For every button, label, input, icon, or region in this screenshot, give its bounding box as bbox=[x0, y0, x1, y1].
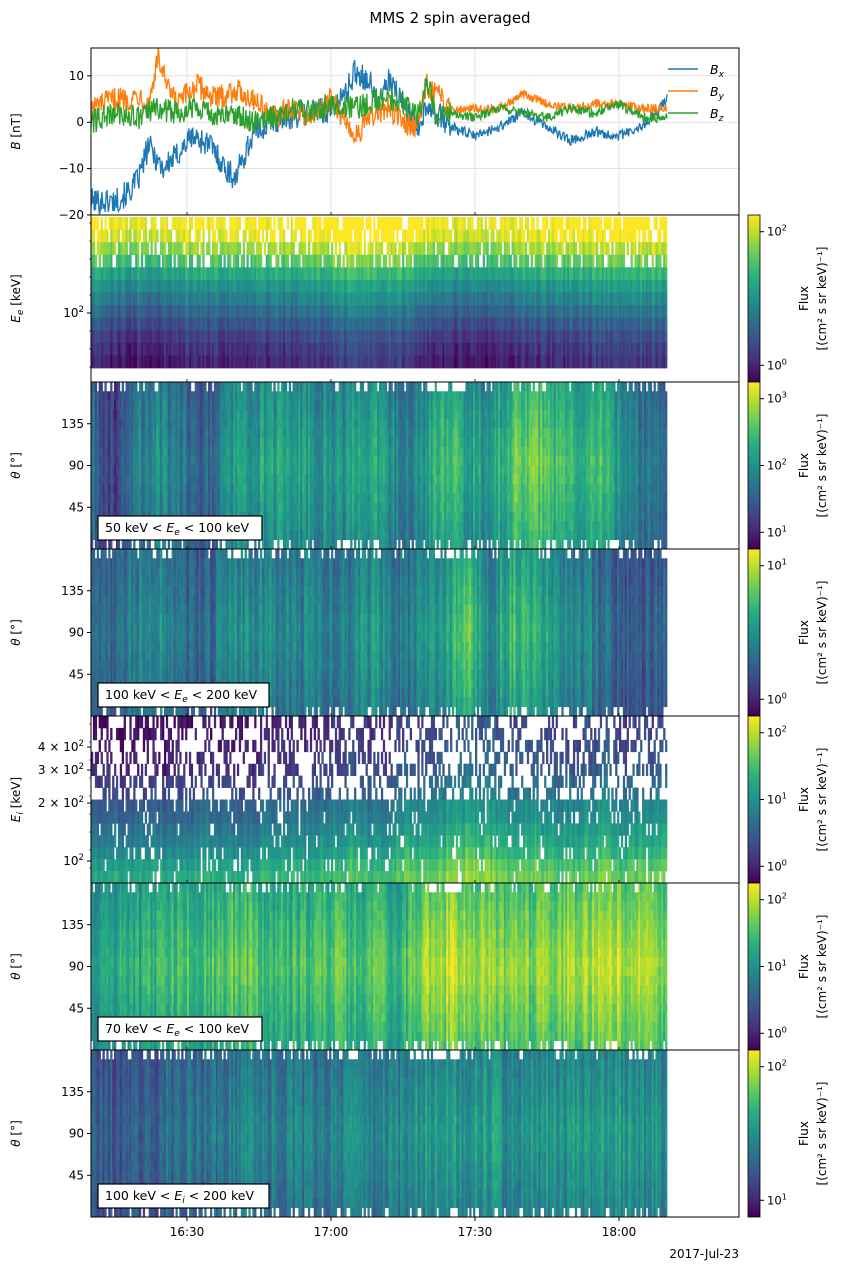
panel-magnetic-field: −20 −10 0 10 B [nT] Bx By Bz bbox=[9, 47, 740, 222]
colorbar-tick-label: 102 bbox=[767, 223, 787, 239]
legend-label: By bbox=[710, 84, 725, 102]
ytick-label: 4 × 102 bbox=[38, 739, 84, 754]
xtick-label: 16:30 bbox=[170, 1225, 205, 1239]
ytick-label: 135 bbox=[61, 918, 84, 932]
legend: Bx By Bz bbox=[668, 62, 725, 124]
ytick-label: 102 bbox=[63, 853, 84, 868]
colorbar-tick-label: 100 bbox=[767, 690, 787, 706]
ytick-label: 90 bbox=[69, 960, 84, 974]
ytick-label: 90 bbox=[69, 626, 84, 640]
ylabel-electron-pitch-50-100: θ [°] bbox=[9, 452, 23, 479]
ylabel-ion-pitch-70-100: θ [°] bbox=[9, 953, 23, 980]
colorbar-label: Flux bbox=[797, 453, 811, 478]
colorbar-label: Flux bbox=[797, 620, 811, 645]
colorbar-unit: [(cm² s sr keV)⁻¹] bbox=[815, 581, 829, 685]
ytick-label: 90 bbox=[69, 1127, 84, 1141]
ytick-label: 10 bbox=[69, 69, 84, 83]
colorbar-tick-label: 102 bbox=[767, 1058, 787, 1074]
annotation-electron-pitch-100-200: 100 keV < Ee < 200 keV bbox=[97, 682, 270, 708]
series-line-bz bbox=[91, 76, 668, 134]
ytick-label: −20 bbox=[59, 208, 84, 222]
ytick-label: 135 bbox=[61, 417, 84, 431]
heatmap-cells bbox=[91, 883, 668, 1051]
heatmap-cells bbox=[91, 716, 668, 884]
legend-label: Bx bbox=[710, 62, 725, 80]
ytick-label: 45 bbox=[69, 667, 84, 681]
colorbar-tick-label: 101 bbox=[767, 958, 787, 974]
ylabel-electron-pitch-100-200: θ [°] bbox=[9, 619, 23, 646]
ylabel-electron-energy: Ee [keV] bbox=[9, 274, 26, 322]
annotation-electron-pitch-50-100: 50 keV < Ee < 100 keV bbox=[97, 515, 263, 541]
colorbar-ion-pitch-100-200: 101 102 Flux [(cm² s sr keV)⁻¹] bbox=[747, 1049, 829, 1218]
ytick-label: 135 bbox=[61, 1085, 84, 1099]
colorbar-unit: [(cm² s sr keV)⁻¹] bbox=[815, 748, 829, 852]
colorbar-tick-label: 100 bbox=[767, 857, 787, 873]
colorbar-tick-label: 101 bbox=[767, 523, 787, 539]
date-label: 2017-Jul-23 bbox=[669, 1247, 739, 1261]
x-axis: 16:30 17:00 17:30 18:00 bbox=[170, 212, 637, 1239]
panel-electron-pitch-100-200: 45 90 135 θ [°] 100 keV < Ee < 200 keV bbox=[9, 548, 740, 717]
colorbar-tick-label: 101 bbox=[767, 1191, 787, 1207]
legend-label: Bz bbox=[710, 106, 724, 124]
xtick-label: 18:00 bbox=[602, 1225, 637, 1239]
colorbar-electron-energy: 100 102 Flux [(cm² s sr keV)⁻¹] bbox=[747, 214, 829, 383]
ylabel-ion-energy: Ei [keV] bbox=[9, 777, 26, 822]
colorbar-tick-label: 102 bbox=[767, 724, 787, 740]
colorbar-tick-label: 102 bbox=[767, 457, 787, 473]
ytick-label: 45 bbox=[69, 500, 84, 514]
annotation-ion-pitch-100-200: 100 keV < Ei < 200 keV bbox=[97, 1183, 270, 1209]
heatmap-cells bbox=[91, 217, 668, 369]
panel-ion-energy: 102 2 × 102 3 × 102 4 × 102 Ei [keV] bbox=[9, 715, 740, 884]
ytick-label: 45 bbox=[69, 1001, 84, 1015]
panel-electron-energy: 102 Ee [keV] bbox=[9, 214, 740, 383]
ylabel-ion-pitch-100-200: θ [°] bbox=[9, 1120, 23, 1147]
colorbar-tick-label: 101 bbox=[767, 791, 787, 807]
colorbar-unit: [(cm² s sr keV)⁻¹] bbox=[815, 247, 829, 351]
ytick-label: 2 × 102 bbox=[38, 795, 84, 810]
colorbar-ion-energy: 100 101 102 Flux [(cm² s sr keV)⁻¹] bbox=[747, 715, 829, 884]
ytick-label: 135 bbox=[61, 584, 84, 598]
colorbar-tick-label: 101 bbox=[767, 557, 787, 573]
ytick-label: 90 bbox=[69, 459, 84, 473]
colorbar-label: Flux bbox=[797, 954, 811, 979]
colorbar-label: Flux bbox=[797, 286, 811, 311]
colorbar-electron-pitch-50-100: 101 102 103 Flux [(cm² s sr keV)⁻¹] bbox=[747, 381, 829, 550]
xtick-label: 17:30 bbox=[458, 1225, 493, 1239]
colorbar-unit: [(cm² s sr keV)⁻¹] bbox=[815, 1082, 829, 1186]
panel-ion-pitch-70-100: 45 90 135 θ [°] 70 keV < Ee < 100 keV bbox=[9, 882, 740, 1051]
ytick-label: 0 bbox=[76, 115, 84, 129]
ytick-label: 3 × 102 bbox=[38, 762, 84, 777]
ytick-label: −10 bbox=[59, 162, 84, 176]
colorbar-label: Flux bbox=[797, 787, 811, 812]
ytick-label: 102 bbox=[63, 305, 84, 320]
panel-electron-pitch-50-100: 45 90 135 θ [°] 50 keV < Ee < 100 keV bbox=[9, 381, 740, 550]
colorbar-tick-label: 100 bbox=[767, 1024, 787, 1040]
figure-title: MMS 2 spin averaged bbox=[369, 9, 530, 27]
colorbar-tick-label: 103 bbox=[767, 390, 787, 406]
colorbar-tick-label: 102 bbox=[767, 891, 787, 907]
heatmap-cells bbox=[91, 1050, 668, 1218]
ytick-label: 45 bbox=[69, 1168, 84, 1182]
heatmap-cells bbox=[91, 549, 668, 717]
ylabel-b: B [nT] bbox=[9, 113, 23, 149]
colorbar-unit: [(cm² s sr keV)⁻¹] bbox=[815, 414, 829, 518]
xtick-label: 17:00 bbox=[314, 1225, 349, 1239]
colorbar-label: Flux bbox=[797, 1121, 811, 1146]
annotation-ion-pitch-70-100: 70 keV < Ee < 100 keV bbox=[97, 1016, 263, 1042]
colorbar-electron-pitch-100-200: 100 101 Flux [(cm² s sr keV)⁻¹] bbox=[747, 548, 829, 717]
panel-ion-pitch-100-200: 45 90 135 θ [°] 100 keV < Ei < 200 keV bbox=[9, 1049, 740, 1218]
colorbar-ion-pitch-70-100: 100 101 102 Flux [(cm² s sr keV)⁻¹] bbox=[747, 882, 829, 1051]
colorbar-unit: [(cm² s sr keV)⁻¹] bbox=[815, 915, 829, 1019]
colorbar-tick-label: 100 bbox=[767, 356, 787, 372]
